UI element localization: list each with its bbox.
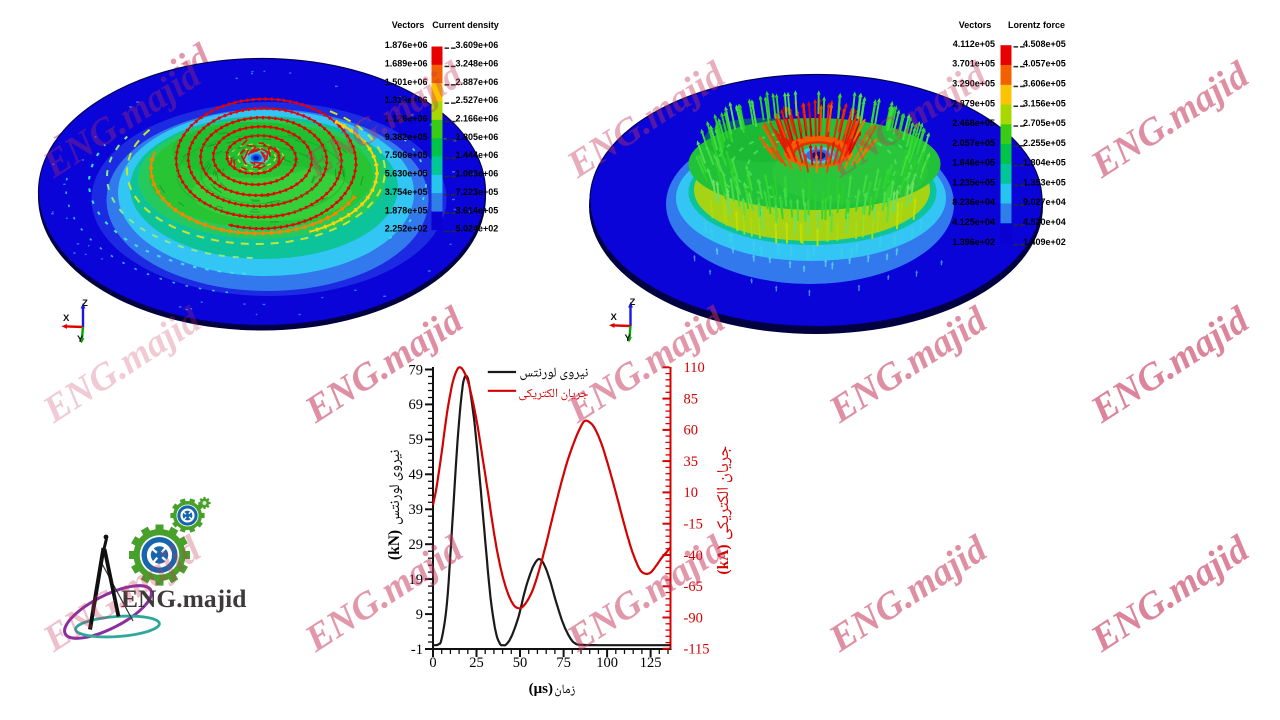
svg-text:5.630e+05: 5.630e+05 [385,169,428,179]
svg-text:60: 60 [684,423,699,439]
svg-text:59: 59 [409,432,424,448]
svg-text:-115: -115 [684,642,710,658]
svg-text:7.506e+05: 7.506e+05 [385,150,428,160]
svg-text:Z: Z [630,297,636,308]
svg-text:50: 50 [513,655,528,671]
svg-text:1.878e+05: 1.878e+05 [385,205,428,215]
svg-text:9.382e+05: 9.382e+05 [385,132,428,142]
svg-text:(kA): (kA) [715,544,732,574]
svg-text:ENG.majid: ENG.majid [121,584,246,613]
svg-text:3.248e+06: 3.248e+06 [456,59,499,69]
svg-text:9: 9 [416,607,423,623]
svg-text:85: 85 [684,391,699,407]
svg-text:Y: Y [625,333,632,344]
svg-text:3.754e+05: 3.754e+05 [385,187,428,197]
svg-text:49: 49 [409,467,424,483]
svg-text:-40: -40 [684,548,703,564]
svg-text:Y: Y [77,334,84,345]
svg-text:1.396e+02: 1.396e+02 [952,237,995,247]
svg-text:2.887e+06: 2.887e+06 [456,77,499,87]
svg-text:100: 100 [596,655,618,671]
svg-text:79: 79 [409,362,424,378]
svg-text:-90: -90 [684,610,703,626]
svg-text:X: X [611,312,618,323]
svg-text:1.444e+06: 1.444e+06 [456,150,499,160]
svg-text:Lorentz force: Lorentz force [1008,20,1065,30]
svg-text:Z: Z [82,298,88,309]
svg-text:2.255e+05: 2.255e+05 [1023,138,1066,148]
svg-text:2.879e+05: 2.879e+05 [952,98,995,108]
svg-text:1.876e+06: 1.876e+06 [385,40,428,50]
svg-text:X: X [63,313,70,324]
svg-text:-65: -65 [684,579,703,595]
svg-text:4.112e+05: 4.112e+05 [953,39,995,49]
svg-text:-1: -1 [411,642,423,658]
svg-text:4.520e+04: 4.520e+04 [1023,217,1066,227]
svg-text:39: 39 [409,502,424,518]
svg-text:2.057e+05: 2.057e+05 [952,138,995,148]
svg-text:1.501e+06: 1.501e+06 [385,77,428,87]
svg-text:2.166e+06: 2.166e+06 [456,114,499,124]
svg-text:3.609e+06: 3.609e+06 [456,40,499,50]
svg-text:1.805e+06: 1.805e+06 [456,132,499,142]
svg-text:1.126e+06: 1.126e+06 [385,114,428,124]
svg-text:3.290e+05: 3.290e+05 [952,79,995,89]
svg-text:2.468e+05: 2.468e+05 [952,118,995,128]
svg-text:4.125e+04: 4.125e+04 [952,217,995,227]
svg-text:7.223e+05: 7.223e+05 [456,187,499,197]
svg-text:5.024e+02: 5.024e+02 [456,224,499,234]
svg-text:2.252e+02: 2.252e+02 [385,224,428,234]
svg-text:25: 25 [469,655,484,671]
svg-text:69: 69 [409,397,424,413]
svg-text:(μs): (μs) [529,681,553,697]
svg-text:8.236e+04: 8.236e+04 [952,197,995,207]
svg-text:1.353e+05: 1.353e+05 [1023,177,1066,187]
svg-text:3.614e+05: 3.614e+05 [456,205,499,215]
svg-text:3.701e+05: 3.701e+05 [952,59,995,69]
svg-text:Vectors: Vectors [392,20,425,30]
svg-text:1.689e+06: 1.689e+06 [385,59,428,69]
svg-text:Vectors: Vectors [959,20,992,30]
svg-text:3.156e+05: 3.156e+05 [1023,98,1066,108]
svg-text:4.508e+05: 4.508e+05 [1023,39,1066,49]
svg-text:1.646e+05: 1.646e+05 [952,158,995,168]
svg-text:1.083e+06: 1.083e+06 [456,169,499,179]
svg-text:Current density: Current density [432,20,499,30]
svg-text:0: 0 [429,655,436,671]
svg-text:125: 125 [640,655,662,671]
svg-text:3.606e+05: 3.606e+05 [1023,79,1066,89]
svg-text:1.804e+05: 1.804e+05 [1023,158,1066,168]
svg-text:75: 75 [556,655,571,671]
svg-text:19: 19 [409,572,424,588]
svg-text:4.057e+05: 4.057e+05 [1023,59,1066,69]
svg-text:10: 10 [684,485,699,501]
svg-text:35: 35 [684,454,699,470]
svg-text:1.313e+06: 1.313e+06 [385,95,428,105]
svg-text:2.527e+06: 2.527e+06 [456,95,499,105]
svg-text:-15: -15 [684,517,703,533]
svg-text:(kN): (kN) [386,530,403,560]
svg-text:29: 29 [409,537,424,553]
svg-text:2.705e+05: 2.705e+05 [1023,118,1066,128]
svg-text:1.409e+02: 1.409e+02 [1023,237,1066,247]
svg-text:9.027e+04: 9.027e+04 [1023,197,1066,207]
svg-text:110: 110 [684,360,705,376]
svg-text:1.235e+05: 1.235e+05 [952,177,995,187]
